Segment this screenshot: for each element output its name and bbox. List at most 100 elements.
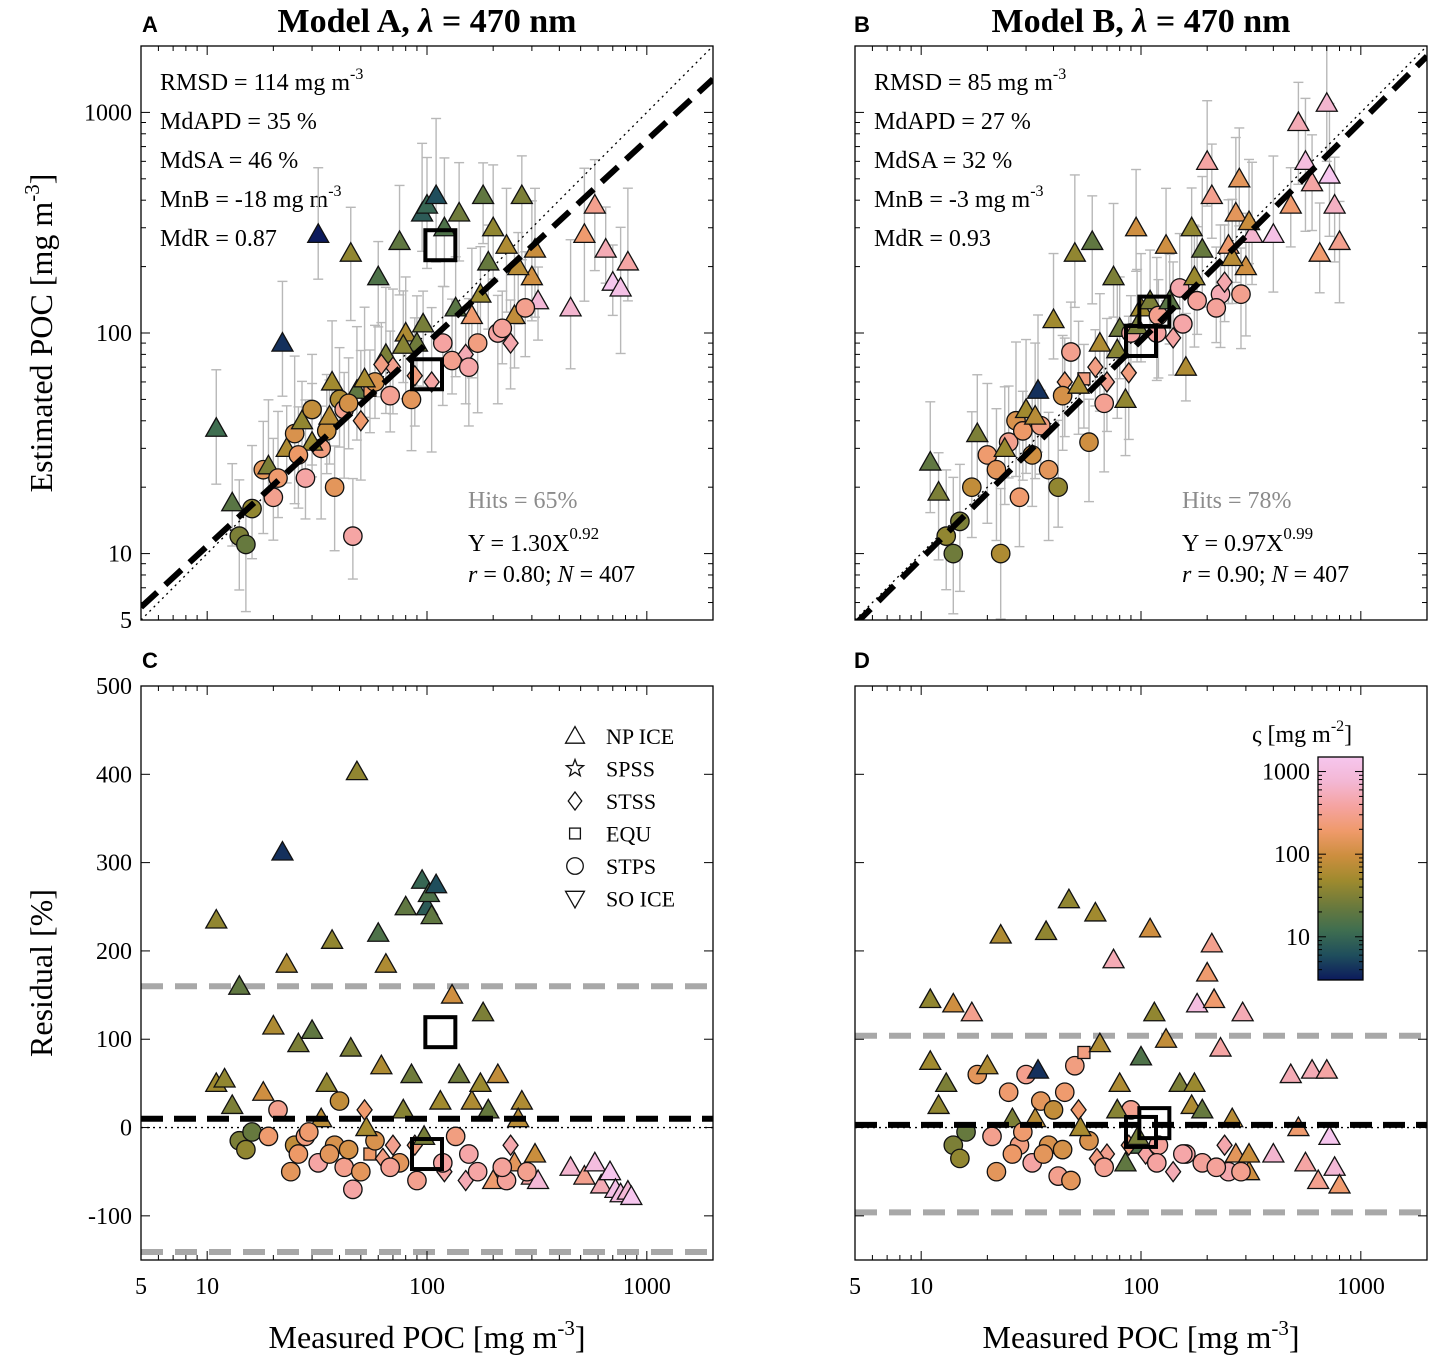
data-point: [1172, 314, 1193, 334]
data-point: [471, 1000, 495, 1022]
data-point: [1087, 356, 1104, 379]
data-points: [204, 759, 643, 1206]
colorbar: 10 100 1000: [1262, 756, 1364, 981]
data-point: [1240, 222, 1264, 244]
data-point: [352, 409, 370, 432]
data-point: [391, 333, 415, 354]
stat-line: MnB = -18 mg m-3: [160, 183, 342, 213]
data-point: [1190, 237, 1214, 258]
data-point: [411, 312, 435, 333]
data-point: [1323, 193, 1347, 214]
panel-c-xlabel-text: Measured POC [mg m: [268, 1319, 557, 1355]
x-tick-label: 10: [195, 1274, 219, 1300]
data-point: [1129, 1045, 1153, 1066]
data-point: [447, 1062, 471, 1084]
data-point: [394, 894, 418, 916]
data-point: [1088, 1031, 1112, 1053]
data-point: [391, 1098, 415, 1119]
data-point: [319, 1144, 340, 1164]
data-point: [423, 370, 440, 394]
data-point: [583, 193, 607, 214]
data-point: [424, 872, 448, 894]
median-box: [410, 1137, 444, 1172]
data-point: [993, 436, 1017, 457]
data-point: [619, 1184, 643, 1206]
panel-d-xlabel-end: ]: [1289, 1319, 1300, 1355]
data-point: [1063, 241, 1087, 262]
data-point: [373, 353, 390, 376]
data-point: [494, 233, 519, 254]
stat-line: MdSA = 32 %: [874, 148, 1012, 174]
y-tick-label: 200: [96, 939, 132, 965]
data-point: [1080, 229, 1104, 251]
data-point: [1154, 1027, 1178, 1048]
data-point: [369, 1053, 393, 1075]
data-point: [220, 1093, 244, 1115]
data-point: [1180, 215, 1204, 237]
legend-label: STPS: [606, 854, 656, 879]
data-point: [1083, 901, 1107, 922]
data-point: [1261, 222, 1285, 244]
panel-b-label: B: [854, 12, 870, 37]
y-tick-label: 100: [96, 1027, 132, 1053]
stat-line: MdSA = 46 %: [160, 148, 298, 174]
panel-b-hits: Hits = 78%: [1182, 488, 1292, 514]
data-point: [1182, 1071, 1207, 1093]
data-point: [258, 1126, 279, 1147]
data-point: [261, 1014, 285, 1035]
data-point: [352, 366, 377, 388]
data-point: [986, 1161, 1007, 1182]
data-point: [458, 357, 479, 378]
median-box: [423, 228, 458, 263]
data-point: [1041, 307, 1066, 329]
data-point: [290, 408, 314, 430]
panel-c-xlabel-end: ]: [575, 1319, 586, 1355]
data-point: [420, 903, 444, 925]
data-point: [1061, 1170, 1081, 1191]
data-point: [339, 1036, 363, 1057]
data-point: [1002, 1144, 1023, 1164]
data-point: [1101, 264, 1126, 286]
colorbar-tick-label: 100: [1274, 842, 1310, 868]
panel-d-xlabel-sup: -3: [1271, 1316, 1289, 1340]
data-point: [334, 1157, 355, 1178]
data-point: [965, 421, 989, 443]
stat-text: MnB = -3 mg m: [874, 187, 1031, 213]
data-point: [1138, 288, 1162, 310]
data-point: [1026, 1058, 1050, 1079]
colorbar-label-sup: -2: [1331, 718, 1344, 735]
data-point: [343, 526, 363, 546]
data-point: [492, 318, 513, 339]
data-point: [471, 183, 495, 205]
data-point: [943, 543, 964, 564]
stat-line: MdAPD = 27 %: [874, 109, 1031, 135]
stat-text: RMSD = 114 mg m: [160, 70, 350, 96]
data-point: [1038, 459, 1059, 480]
data-point: [298, 1122, 319, 1142]
panel-a-r-label: r: [468, 562, 478, 588]
stat-text: MnB = -18 mg m: [160, 187, 329, 213]
y-tick-label: 5: [120, 608, 132, 634]
x-tick-label: 100: [409, 1274, 445, 1300]
data-point: [1012, 421, 1033, 441]
data-point: [275, 952, 299, 973]
data-point: [1120, 361, 1138, 384]
data-point: [990, 543, 1011, 564]
data-point: [1146, 1153, 1167, 1173]
data-point: [280, 1161, 301, 1182]
median-box: [1137, 294, 1172, 329]
panel-a-n-text: = 407: [574, 562, 636, 588]
data-point: [486, 1062, 510, 1084]
data-point: [288, 1144, 309, 1164]
data-point: [1315, 1058, 1339, 1079]
panel-a: A Model A, λ = 470 nm RMSD = 114 mg m-3M…: [20, 3, 635, 588]
colorbar-tick-label: 1000: [1262, 760, 1310, 786]
stat-sup: -3: [328, 183, 341, 200]
panel-c-xlabel: Measured POC [mg m-3]: [268, 1316, 585, 1355]
data-point: [460, 1089, 484, 1110]
stat-line: RMSD = 114 mg m-3: [160, 66, 363, 96]
data-point: [320, 928, 344, 949]
panel-a-r-n: r = 0.80; N = 407: [468, 562, 635, 588]
stat-text: MdSA = 32 %: [874, 148, 1012, 174]
